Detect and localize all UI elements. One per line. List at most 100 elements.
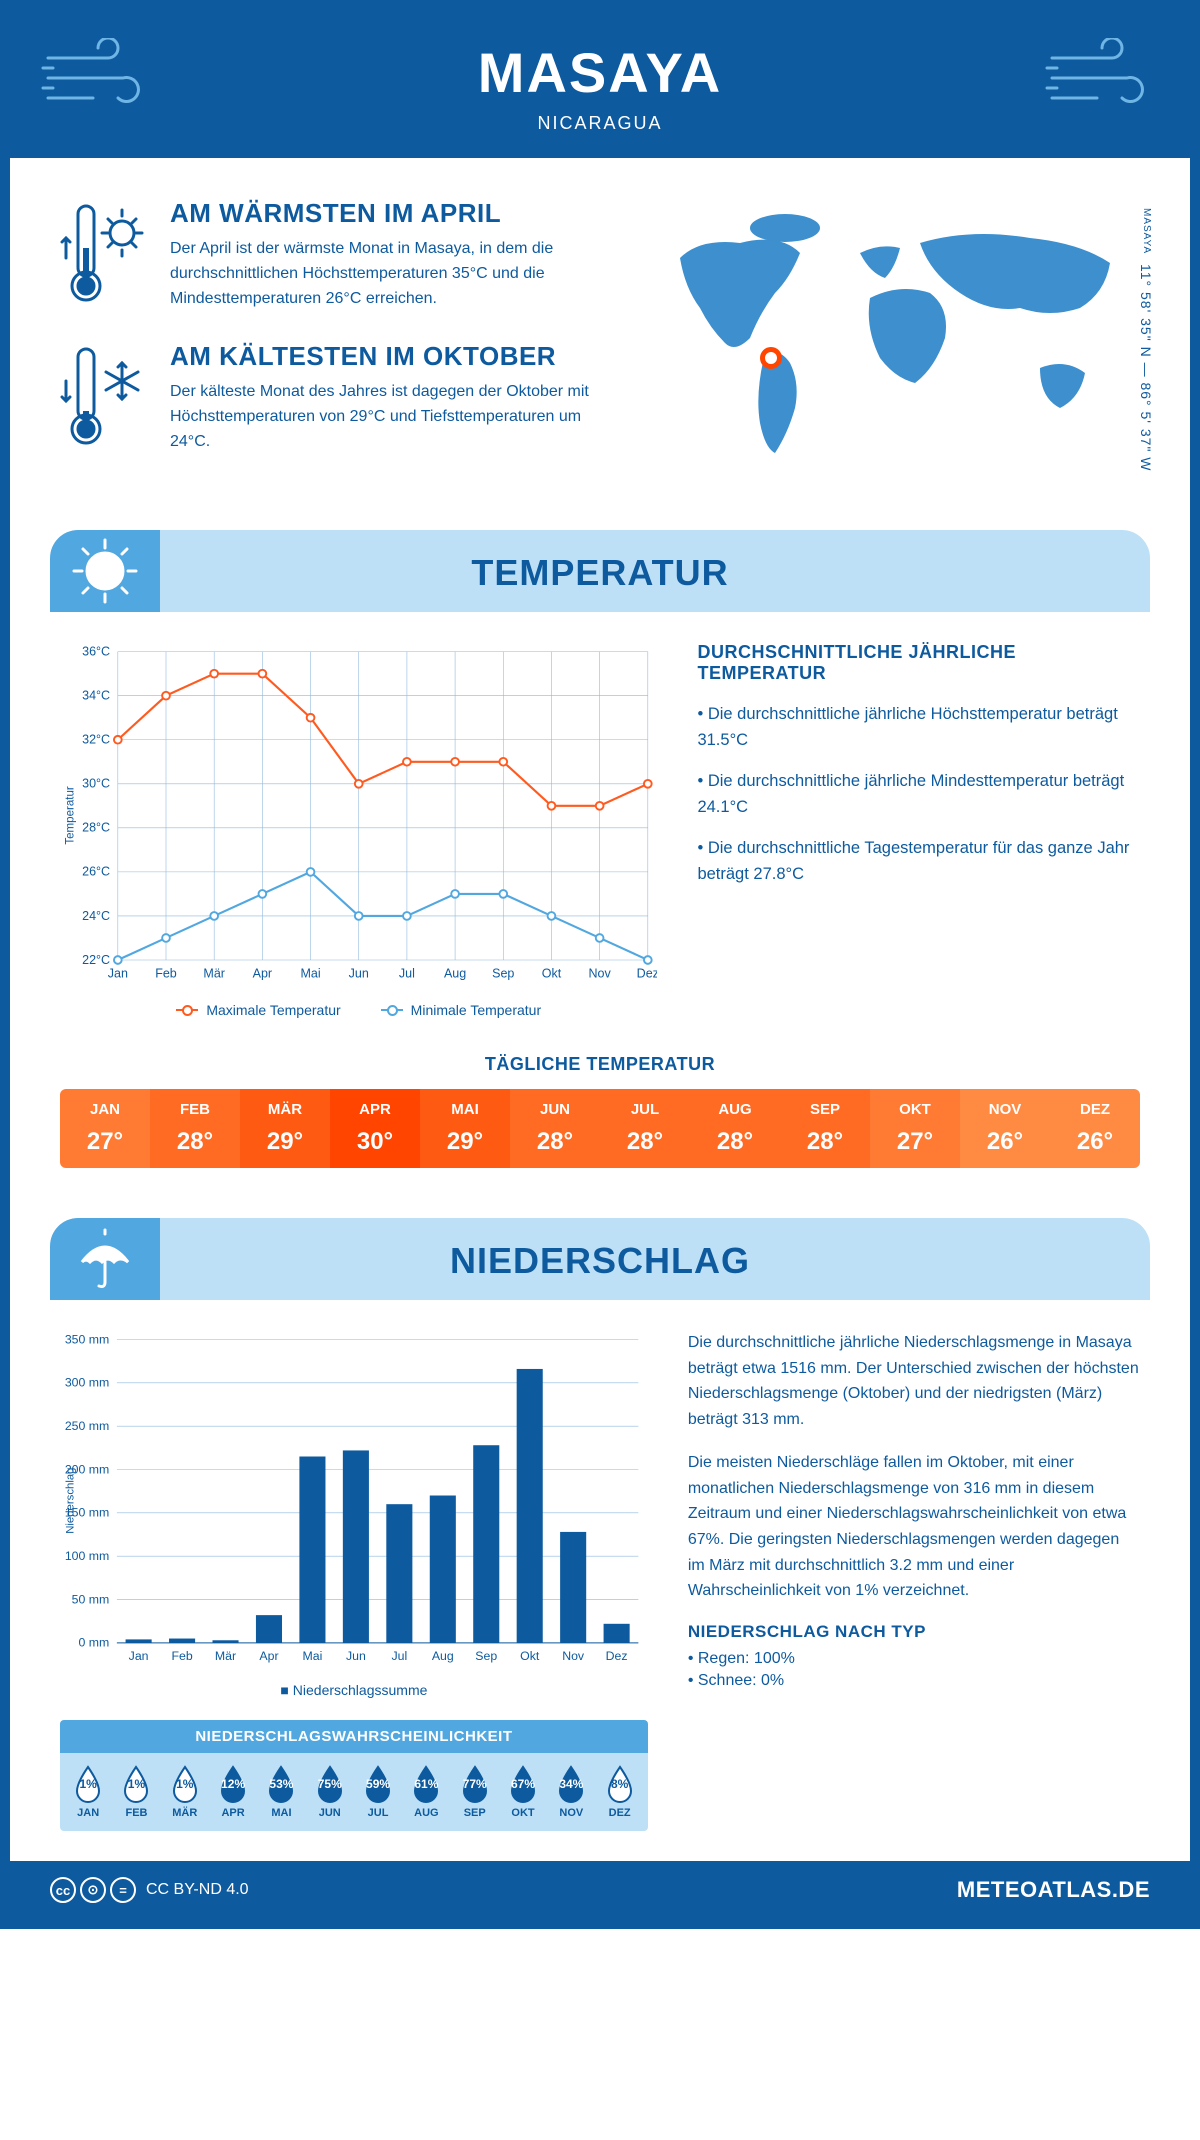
- svg-text:Mär: Mär: [215, 1649, 236, 1663]
- page: MASAYA NICARAGUA: [0, 0, 1200, 1929]
- svg-text:Temperatur: Temperatur: [64, 786, 76, 845]
- fact-coldest: AM KÄLTESTEN IM OKTOBER Der kälteste Mon…: [60, 341, 610, 456]
- svg-text:50 mm: 50 mm: [72, 1592, 110, 1606]
- svg-text:Jan: Jan: [129, 1649, 149, 1663]
- prob-cell: 8%DEZ: [596, 1765, 644, 1819]
- daily-cell: DEZ26°: [1050, 1089, 1140, 1168]
- intro-section: AM WÄRMSTEN IM APRIL Der April ist der w…: [10, 158, 1190, 504]
- svg-text:0 mm: 0 mm: [79, 1636, 110, 1650]
- fact-warmest: AM WÄRMSTEN IM APRIL Der April ist der w…: [60, 198, 610, 313]
- prob-title: NIEDERSCHLAGSWAHRSCHEINLICHKEIT: [60, 1720, 648, 1753]
- prob-cell: 1%JAN: [64, 1765, 112, 1819]
- svg-text:Nov: Nov: [562, 1649, 585, 1663]
- svg-text:Mär: Mär: [203, 966, 225, 980]
- daily-cell: MÄR29°: [240, 1089, 330, 1168]
- svg-text:Apr: Apr: [259, 1649, 278, 1663]
- temperature-info: DURCHSCHNITTLICHE JÄHRLICHE TEMPERATUR D…: [697, 642, 1140, 1018]
- svg-text:350 mm: 350 mm: [65, 1332, 109, 1346]
- daily-cell: JUL28°: [600, 1089, 690, 1168]
- info-title: DURCHSCHNITTLICHE JÄHRLICHE TEMPERATUR: [697, 642, 1140, 684]
- info-bullet: Die durchschnittliche Tagestemperatur fü…: [697, 836, 1140, 887]
- prob-cell: 67%OKT: [499, 1765, 547, 1819]
- svg-text:Jan: Jan: [108, 966, 128, 980]
- precipitation-info: Die durchschnittliche jährliche Niedersc…: [688, 1330, 1140, 1831]
- footer: cc⊙= CC BY-ND 4.0 METEOATLAS.DE: [10, 1861, 1190, 1919]
- section-banner-temperature: TEMPERATUR: [50, 530, 1150, 612]
- svg-text:Apr: Apr: [253, 966, 272, 980]
- info-bullet: Die durchschnittliche jährliche Höchstte…: [697, 702, 1140, 753]
- svg-text:Feb: Feb: [171, 1649, 192, 1663]
- precip-text: Die meisten Niederschläge fallen im Okto…: [688, 1450, 1140, 1604]
- svg-text:Okt: Okt: [542, 966, 562, 980]
- daily-cell: JUN28°: [510, 1089, 600, 1168]
- svg-text:Aug: Aug: [444, 966, 466, 980]
- daily-cell: APR30°: [330, 1089, 420, 1168]
- location-marker-icon: [760, 347, 782, 369]
- svg-text:28°C: 28°C: [82, 821, 110, 835]
- fact-title: AM KÄLTESTEN IM OKTOBER: [170, 341, 610, 372]
- daily-temperature-table: JAN27°FEB28°MÄR29°APR30°MAI29°JUN28°JUL2…: [60, 1089, 1140, 1168]
- coordinates: MASAYA 11° 58' 35" N — 86° 5' 37" W: [1138, 208, 1154, 472]
- daily-cell: AUG28°: [690, 1089, 780, 1168]
- prob-cell: 1%FEB: [112, 1765, 160, 1819]
- prob-cell: 61%AUG: [402, 1765, 450, 1819]
- svg-text:Sep: Sep: [492, 966, 514, 980]
- svg-text:Nov: Nov: [589, 966, 612, 980]
- daily-cell: NOV26°: [960, 1089, 1050, 1168]
- svg-text:Mai: Mai: [303, 1649, 323, 1663]
- section-title: NIEDERSCHLAG: [80, 1240, 1120, 1282]
- legend-label: Minimale Temperatur: [411, 1002, 541, 1018]
- info-bullet: Die durchschnittliche jährliche Mindestt…: [697, 769, 1140, 820]
- svg-text:36°C: 36°C: [82, 644, 110, 658]
- thermometer-sun-icon: [60, 198, 150, 313]
- svg-text:Mai: Mai: [300, 966, 320, 980]
- svg-text:300 mm: 300 mm: [65, 1376, 109, 1390]
- svg-text:Okt: Okt: [520, 1649, 540, 1663]
- prob-cell: 1%MÄR: [161, 1765, 209, 1819]
- fact-text: Der kälteste Monat des Jahres ist dagege…: [170, 380, 610, 454]
- precip-type: Schnee: 0%: [688, 1672, 1140, 1690]
- legend-label: Maximale Temperatur: [206, 1002, 340, 1018]
- svg-text:Sep: Sep: [475, 1649, 497, 1663]
- fact-title: AM WÄRMSTEN IM APRIL: [170, 198, 610, 229]
- svg-text:250 mm: 250 mm: [65, 1419, 109, 1433]
- svg-text:Feb: Feb: [155, 966, 177, 980]
- svg-text:Aug: Aug: [432, 1649, 454, 1663]
- prob-cell: 75%JUN: [306, 1765, 354, 1819]
- svg-text:Dez: Dez: [606, 1649, 628, 1663]
- prob-cell: 59%JUL: [354, 1765, 402, 1819]
- daily-cell: JAN27°: [60, 1089, 150, 1168]
- license-text: CC BY-ND 4.0: [146, 1881, 249, 1899]
- svg-text:30°C: 30°C: [82, 777, 110, 791]
- section-title: TEMPERATUR: [80, 552, 1120, 594]
- header: MASAYA NICARAGUA: [10, 10, 1190, 158]
- world-map: MASAYA 11° 58' 35" N — 86° 5' 37" W: [640, 198, 1140, 484]
- page-title: MASAYA: [30, 40, 1170, 105]
- precipitation-bar-chart: 0 mm50 mm100 mm150 mm200 mm250 mm300 mm3…: [60, 1330, 648, 1698]
- page-subtitle: NICARAGUA: [30, 113, 1170, 134]
- prob-cell: 12%APR: [209, 1765, 257, 1819]
- umbrella-icon: [50, 1218, 160, 1300]
- prob-cell: 34%NOV: [547, 1765, 595, 1819]
- wind-icon: [1042, 38, 1162, 118]
- svg-text:Jul: Jul: [399, 966, 415, 980]
- svg-text:22°C: 22°C: [82, 953, 110, 967]
- precip-type: Regen: 100%: [688, 1650, 1140, 1668]
- section-banner-precipitation: NIEDERSCHLAG: [50, 1218, 1150, 1300]
- svg-text:26°C: 26°C: [82, 865, 110, 879]
- svg-text:Dez: Dez: [637, 966, 658, 980]
- daily-table-title: TÄGLICHE TEMPERATUR: [10, 1054, 1190, 1075]
- daily-cell: OKT27°: [870, 1089, 960, 1168]
- wind-icon: [38, 38, 158, 118]
- daily-cell: SEP28°: [780, 1089, 870, 1168]
- fact-text: Der April ist der wärmste Monat in Masay…: [170, 237, 610, 311]
- svg-text:Jun: Jun: [349, 966, 369, 980]
- precip-type-title: NIEDERSCHLAG NACH TYP: [688, 1622, 1140, 1642]
- site-name: METEOATLAS.DE: [957, 1877, 1150, 1903]
- prob-cell: 77%SEP: [451, 1765, 499, 1819]
- svg-text:34°C: 34°C: [82, 689, 110, 703]
- svg-text:24°C: 24°C: [82, 909, 110, 923]
- cc-license-icons: cc⊙=: [50, 1877, 136, 1903]
- sun-icon: [50, 530, 160, 612]
- thermometer-snow-icon: [60, 341, 150, 456]
